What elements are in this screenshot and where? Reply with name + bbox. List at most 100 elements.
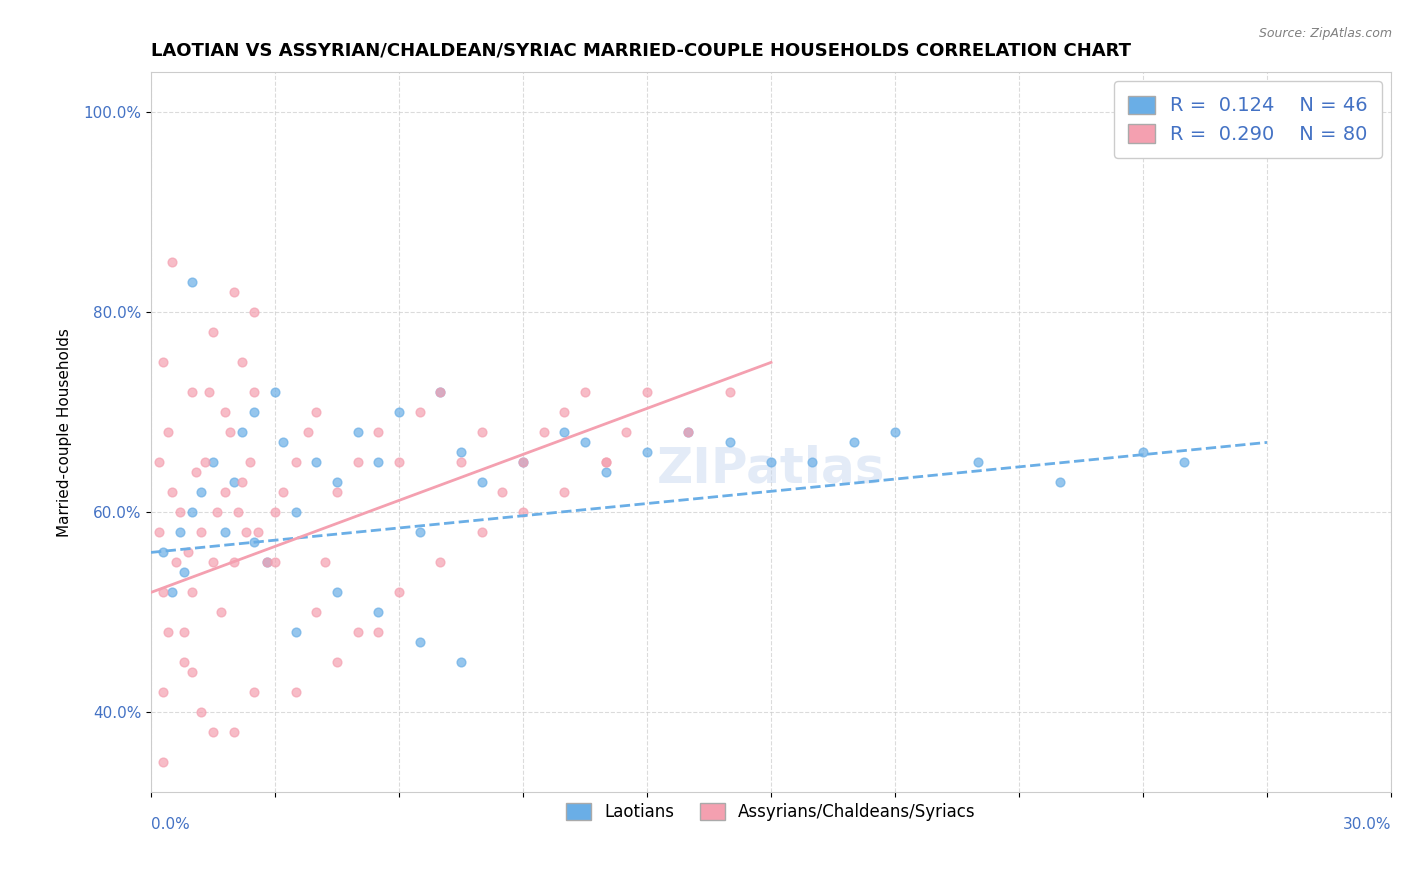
Point xyxy=(243,405,266,419)
Point xyxy=(388,455,411,469)
Point xyxy=(202,326,225,340)
Point xyxy=(271,435,294,450)
Point xyxy=(239,455,262,469)
Point xyxy=(271,485,294,500)
Point xyxy=(202,455,225,469)
Point xyxy=(314,556,336,570)
Point xyxy=(471,425,494,440)
Point xyxy=(966,455,988,469)
Point xyxy=(181,665,204,680)
Point xyxy=(231,355,253,369)
Point xyxy=(264,505,287,519)
Point xyxy=(202,556,225,570)
Point xyxy=(842,435,865,450)
Point xyxy=(512,455,534,469)
Point xyxy=(326,656,349,670)
Point xyxy=(173,656,195,670)
Y-axis label: Married-couple Households: Married-couple Households xyxy=(58,328,72,537)
Point xyxy=(553,405,575,419)
Point xyxy=(231,425,253,440)
Text: Source: ZipAtlas.com: Source: ZipAtlas.com xyxy=(1258,27,1392,40)
Point xyxy=(173,625,195,640)
Point xyxy=(367,425,389,440)
Point xyxy=(181,585,204,599)
Point xyxy=(222,725,245,739)
Point xyxy=(284,625,307,640)
Point xyxy=(512,455,534,469)
Point xyxy=(198,385,221,400)
Point xyxy=(305,405,328,419)
Point xyxy=(326,585,349,599)
Point xyxy=(574,435,596,450)
Point xyxy=(264,385,287,400)
Point xyxy=(595,466,617,480)
Point xyxy=(156,625,179,640)
Text: 0.0%: 0.0% xyxy=(150,817,190,832)
Point xyxy=(152,585,174,599)
Point xyxy=(205,505,228,519)
Point xyxy=(160,485,183,500)
Point xyxy=(148,525,170,540)
Point xyxy=(181,505,204,519)
Point xyxy=(222,285,245,300)
Point xyxy=(243,385,266,400)
Point xyxy=(388,585,411,599)
Point xyxy=(297,425,319,440)
Point xyxy=(533,425,555,440)
Point xyxy=(202,725,225,739)
Point xyxy=(209,606,232,620)
Point xyxy=(884,425,907,440)
Point xyxy=(450,656,472,670)
Point xyxy=(346,425,368,440)
Point xyxy=(718,435,741,450)
Point xyxy=(636,445,658,459)
Point xyxy=(346,625,368,640)
Point xyxy=(408,525,430,540)
Point xyxy=(1173,455,1195,469)
Point xyxy=(491,485,513,500)
Point xyxy=(471,525,494,540)
Point xyxy=(177,545,200,559)
Point xyxy=(243,535,266,549)
Point xyxy=(247,525,270,540)
Point xyxy=(1132,445,1154,459)
Point xyxy=(636,385,658,400)
Point xyxy=(256,556,278,570)
Point xyxy=(367,606,389,620)
Point xyxy=(214,485,236,500)
Point xyxy=(169,525,191,540)
Point xyxy=(235,525,257,540)
Point xyxy=(408,405,430,419)
Point xyxy=(429,385,451,400)
Point xyxy=(553,425,575,440)
Point xyxy=(512,505,534,519)
Point xyxy=(160,255,183,269)
Point xyxy=(222,475,245,490)
Point xyxy=(214,525,236,540)
Point xyxy=(231,475,253,490)
Text: LAOTIAN VS ASSYRIAN/CHALDEAN/SYRIAC MARRIED-COUPLE HOUSEHOLDS CORRELATION CHART: LAOTIAN VS ASSYRIAN/CHALDEAN/SYRIAC MARR… xyxy=(150,42,1130,60)
Point xyxy=(408,635,430,649)
Point xyxy=(243,305,266,319)
Point xyxy=(181,385,204,400)
Point xyxy=(1049,475,1071,490)
Point xyxy=(614,425,637,440)
Point xyxy=(429,556,451,570)
Point xyxy=(222,556,245,570)
Point xyxy=(367,625,389,640)
Point xyxy=(256,556,278,570)
Point xyxy=(218,425,240,440)
Point xyxy=(388,405,411,419)
Point xyxy=(160,585,183,599)
Text: ZIPatlas: ZIPatlas xyxy=(657,444,886,492)
Point xyxy=(181,276,204,290)
Point xyxy=(156,425,179,440)
Point xyxy=(169,505,191,519)
Point xyxy=(326,485,349,500)
Point xyxy=(194,455,217,469)
Point xyxy=(148,455,170,469)
Point xyxy=(264,556,287,570)
Point xyxy=(595,455,617,469)
Point xyxy=(471,475,494,490)
Point xyxy=(226,505,249,519)
